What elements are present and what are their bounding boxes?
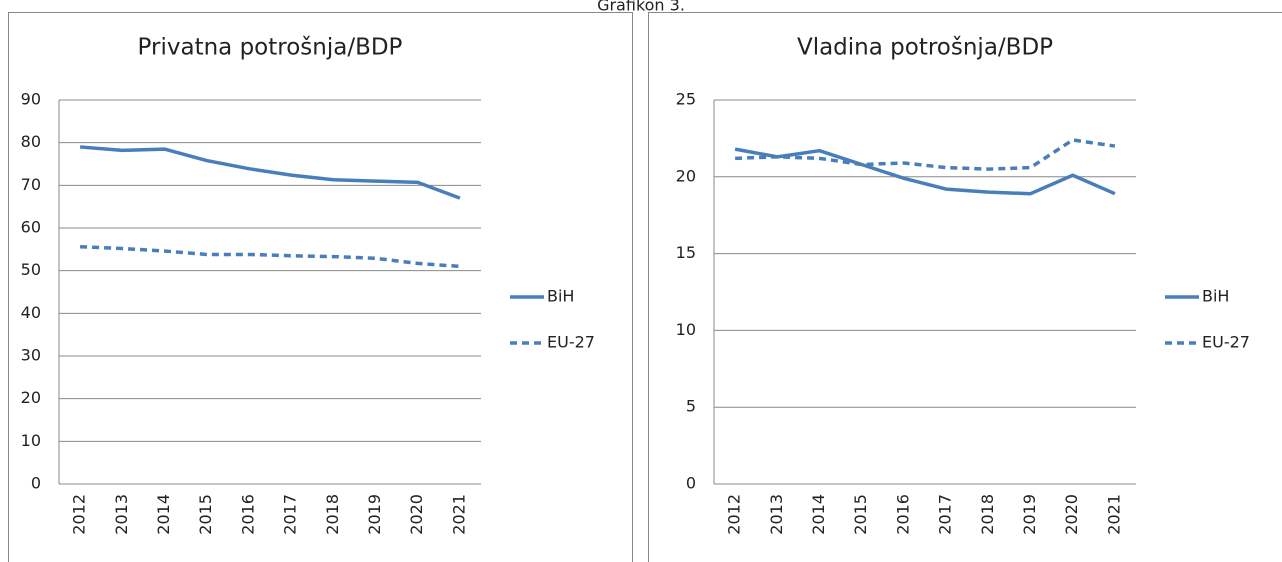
x-tick-label: 2019	[1020, 494, 1039, 535]
x-tick-label: 2020	[1062, 494, 1081, 535]
chart-title: Vladina potrošnja/BDP	[797, 35, 1053, 61]
x-tick-label: 2015	[196, 494, 215, 535]
y-tick-label: 20	[676, 166, 696, 185]
data-line	[80, 245, 461, 269]
chart-frame	[648, 12, 1282, 562]
y-tick-label: 20	[21, 388, 41, 407]
x-tick-label: 2018	[323, 494, 342, 535]
data-line	[735, 138, 1116, 171]
y-tick-label: 15	[676, 243, 696, 262]
y-tick-label: 30	[21, 346, 41, 365]
y-tick-label: 10	[676, 320, 696, 339]
x-tick-label: 2012	[725, 494, 744, 535]
chart-frame	[8, 12, 633, 562]
y-tick-label: 10	[21, 431, 41, 450]
x-tick-label: 2013	[112, 494, 131, 535]
y-tick-label: 90	[21, 90, 41, 109]
legend-label: EU-27	[547, 333, 595, 352]
x-tick-label: 2020	[407, 494, 426, 535]
x-tick-label: 2016	[238, 494, 257, 535]
x-tick-label: 2013	[767, 494, 786, 535]
x-tick-label: 2018	[978, 494, 997, 535]
y-tick-label: 0	[686, 474, 696, 493]
y-tick-label: 5	[686, 397, 696, 416]
legend-label: EU-27	[1202, 333, 1250, 352]
x-tick-label: 2021	[1104, 494, 1123, 535]
figure-caption: Grafikon 3.	[597, 0, 685, 15]
x-tick-label: 2017	[281, 494, 300, 535]
x-tick-label: 2017	[936, 494, 955, 535]
y-tick-label: 80	[21, 132, 41, 151]
y-tick-label: 40	[21, 303, 41, 322]
x-tick-label: 2016	[893, 494, 912, 535]
data-line	[734, 147, 1116, 196]
y-tick-label: 70	[21, 175, 41, 194]
y-tick-label: 0	[31, 474, 41, 493]
x-tick-label: 2021	[449, 494, 468, 535]
x-tick-label: 2014	[154, 494, 173, 535]
y-tick-label: 25	[676, 90, 696, 109]
y-tick-label: 60	[21, 218, 41, 237]
data-line	[79, 145, 461, 200]
y-tick-label: 50	[21, 260, 41, 279]
x-tick-label: 2014	[809, 494, 828, 535]
x-tick-label: 2019	[365, 494, 384, 535]
x-tick-label: 2015	[851, 494, 870, 535]
x-tick-label: 2012	[70, 494, 89, 535]
legend-label: BiH	[1202, 287, 1229, 306]
legend-label: BiH	[547, 287, 574, 306]
chart-title: Privatna potrošnja/BDP	[138, 35, 403, 61]
